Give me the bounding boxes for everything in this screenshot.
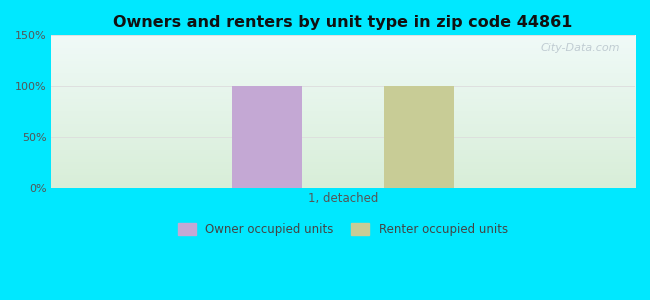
Bar (384, 86, 454, 188)
Title: Owners and renters by unit type in zip code 44861: Owners and renters by unit type in zip c… (113, 15, 573, 30)
Legend: Owner occupied units, Renter occupied units: Owner occupied units, Renter occupied un… (174, 218, 512, 240)
Bar (232, 86, 302, 188)
Text: City-Data.com: City-Data.com (541, 43, 620, 53)
